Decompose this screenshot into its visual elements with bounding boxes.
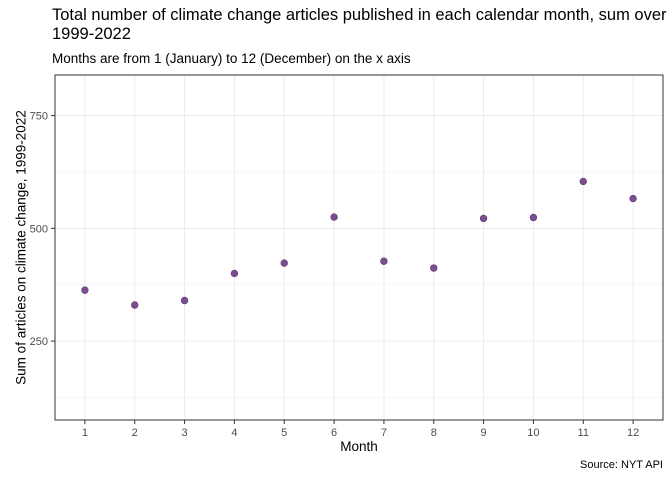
data-point bbox=[380, 257, 388, 265]
major-gridlines bbox=[55, 75, 663, 420]
data-point bbox=[131, 301, 139, 309]
chart-subtitle: Months are from 1 (January) to 12 (Decem… bbox=[52, 51, 411, 66]
x-tick-label: 4 bbox=[231, 427, 237, 439]
panel-border bbox=[54, 74, 664, 421]
data-point bbox=[629, 194, 637, 203]
x-tick-label: 9 bbox=[481, 427, 487, 439]
minor-gridlines bbox=[55, 171, 663, 398]
y-tick-label: 500 bbox=[30, 223, 48, 235]
data-point bbox=[230, 269, 239, 278]
data-point bbox=[330, 213, 338, 221]
data-point bbox=[180, 296, 189, 305]
x-axis-ticks: 1 2 3 4 5 6 7 8 9 10 11 12 bbox=[82, 420, 639, 439]
chart-caption: Source: NYT API bbox=[580, 459, 663, 471]
x-tick-label: 6 bbox=[331, 427, 337, 439]
y-tick-label: 750 bbox=[30, 111, 48, 123]
x-tick-label: 12 bbox=[627, 427, 639, 439]
data-point bbox=[479, 214, 488, 223]
y-axis-title: Sum of articles on climate change, 1999-… bbox=[14, 110, 29, 385]
x-tick-label: 3 bbox=[182, 427, 188, 439]
data-point bbox=[430, 264, 438, 272]
x-tick-label: 7 bbox=[381, 427, 387, 439]
chart-title: Total number of climate change articles … bbox=[52, 6, 667, 43]
x-tick-label: 10 bbox=[527, 427, 539, 439]
x-tick-label: 8 bbox=[431, 427, 437, 439]
y-tick-label: 250 bbox=[30, 336, 48, 348]
data-point bbox=[529, 213, 538, 222]
data-point bbox=[81, 286, 89, 294]
x-tick-label: 5 bbox=[281, 427, 287, 439]
y-axis-ticks: 250 500 750 bbox=[30, 111, 55, 348]
x-tick-label: 11 bbox=[578, 427, 589, 439]
data-points bbox=[81, 177, 637, 309]
x-tick-label: 2 bbox=[132, 427, 138, 439]
data-point bbox=[280, 259, 288, 267]
x-axis-title: Month bbox=[340, 439, 378, 454]
data-point bbox=[579, 177, 587, 186]
x-tick-label: 1 bbox=[82, 427, 88, 439]
